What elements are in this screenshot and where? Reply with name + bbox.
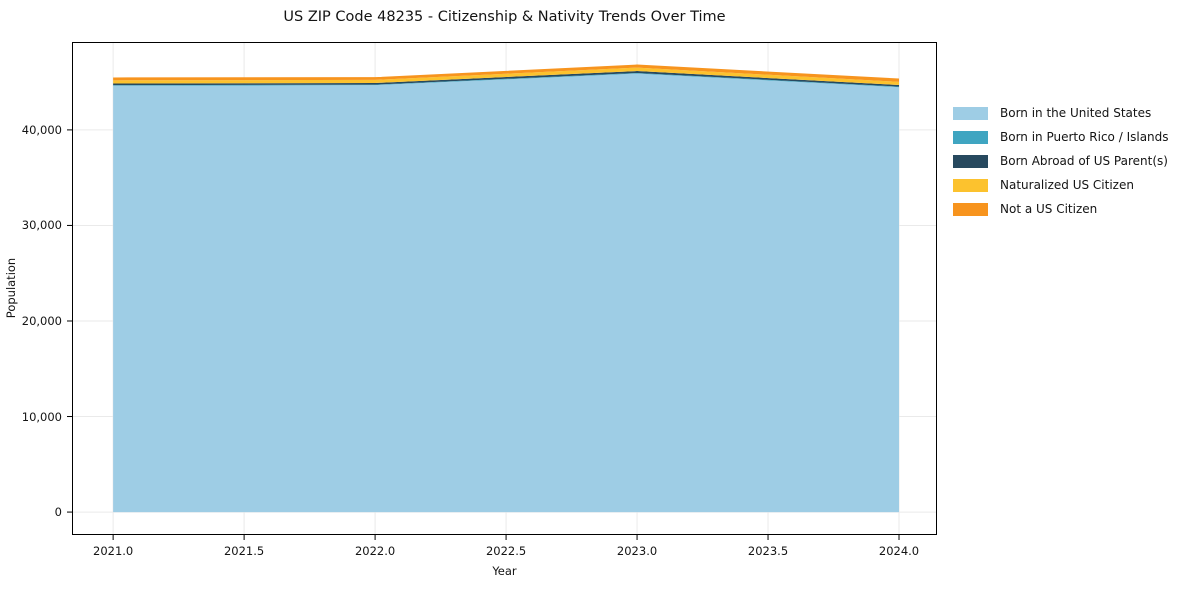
legend-item: Born in the United States: [953, 106, 1169, 120]
legend-swatch-icon: [953, 130, 988, 144]
legend-swatch-icon: [953, 106, 988, 120]
x-tick-label: 2022.0: [354, 544, 396, 558]
legend-label: Naturalized US Citizen: [1000, 178, 1134, 192]
y-tick-label: 10,000: [21, 409, 62, 424]
x-tick-label: 2022.5: [485, 544, 527, 558]
legend-swatch-icon: [953, 178, 988, 192]
y-tick-label: 20,000: [21, 313, 62, 328]
legend-item: Not a US Citizen: [953, 202, 1169, 216]
y-tick-label: 0: [54, 505, 62, 520]
x-tick-label: 2023.5: [747, 544, 789, 558]
x-tick-label: 2024.0: [878, 544, 920, 558]
axes-frame: [72, 42, 937, 535]
legend-item: Naturalized US Citizen: [953, 178, 1169, 192]
area-series-born-in-puerto-rico-islands: [113, 72, 900, 88]
y-tick-label: 40,000: [21, 122, 62, 137]
legend-item: Born Abroad of US Parent(s): [953, 154, 1169, 168]
legend: Born in the United States Born in Puerto …: [953, 106, 1169, 216]
area-series-born-in-the-united-states: [113, 73, 900, 513]
legend-swatch-icon: [953, 154, 988, 168]
legend-label: Born in Puerto Rico / Islands: [1000, 130, 1169, 144]
plot-area: [67, 42, 937, 540]
chart-title: US ZIP Code 48235 - Citizenship & Nativi…: [283, 9, 726, 25]
plot-canvas: [67, 42, 937, 540]
x-axis-label: Year: [492, 564, 517, 578]
x-tick-label: 2023.0: [616, 544, 658, 558]
legend-swatch-icon: [953, 202, 988, 216]
area-series-born-abroad-of-us-parent-s-: [113, 71, 900, 87]
x-tick-label: 2021.5: [223, 544, 265, 558]
y-axis-label: Population: [4, 257, 18, 319]
x-tick-label: 2021.0: [93, 544, 134, 558]
legend-label: Born Abroad of US Parent(s): [1000, 154, 1168, 168]
legend-label: Not a US Citizen: [1000, 202, 1098, 216]
y-tick-label: 30,000: [21, 218, 62, 233]
area-series-naturalized-us-citizen: [113, 67, 900, 85]
legend-item: Born in Puerto Rico / Islands: [953, 130, 1169, 144]
legend-label: Born in the United States: [1000, 106, 1152, 120]
area-series-not-a-us-citizen: [113, 64, 900, 82]
